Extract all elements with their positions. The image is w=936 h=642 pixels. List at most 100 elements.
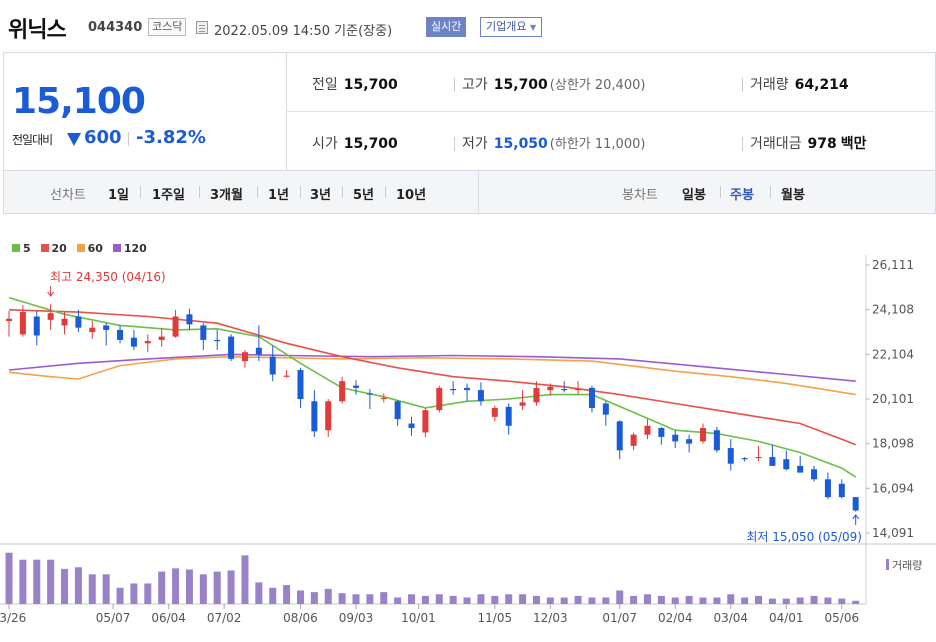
company-overview-label: 기업개요 <box>486 20 527 33</box>
stat-label: 거래대금 <box>750 136 802 152</box>
candle-body <box>297 370 304 400</box>
divider <box>287 111 936 112</box>
tab-5year[interactable]: 5년 <box>353 188 375 203</box>
volume-bar <box>5 552 13 604</box>
candle-body <box>450 388 457 391</box>
stat-label: 거래량 <box>750 77 789 93</box>
company-overview-dropdown[interactable]: 기업개요 ▼ <box>480 17 543 37</box>
volume-bar <box>269 587 277 604</box>
stat-value: 978 <box>807 136 837 152</box>
low-stat: 저가 15,050 (하한가 11,000) <box>462 133 645 153</box>
volume-bar <box>47 559 55 604</box>
tab-10year[interactable]: 10년 <box>396 188 427 203</box>
candle-body <box>464 387 471 391</box>
volume-bar <box>199 574 207 604</box>
legend-item-ma60: 60 <box>76 242 103 255</box>
volume-bar <box>172 568 180 604</box>
divider <box>199 186 200 198</box>
candle-body <box>755 456 762 459</box>
tab-monthly-candle[interactable]: 월봉 <box>781 188 805 203</box>
candle-body <box>75 316 82 328</box>
legend-swatch <box>112 244 121 252</box>
volume-bar <box>838 598 846 604</box>
legend-item-ma5: 5 <box>12 242 31 255</box>
tab-weekly-candle[interactable]: 주봉 <box>730 188 754 203</box>
candle-body <box>255 347 262 355</box>
volume-bar <box>61 568 69 604</box>
divider <box>140 186 141 198</box>
tab-1year[interactable]: 1년 <box>268 188 290 203</box>
candle-body <box>644 425 651 435</box>
tab-1day[interactable]: 1일 <box>108 188 130 203</box>
volume-bar <box>699 597 707 604</box>
volume-bar <box>727 594 735 604</box>
high-arrow-icon <box>47 286 55 297</box>
stock-code: 044340 <box>88 20 143 35</box>
candle-body <box>838 483 845 498</box>
volume-bar <box>380 592 388 604</box>
low-arrow-icon <box>852 514 860 525</box>
legend-label: 120 <box>123 242 147 255</box>
candle-body <box>672 434 679 442</box>
stat-unit: 백만 <box>840 136 867 152</box>
volume-bar <box>421 595 429 604</box>
volume-bar <box>74 567 82 604</box>
candle-body <box>588 387 595 408</box>
x-tick-label: 01/07 <box>602 611 637 625</box>
candle-body <box>228 336 235 359</box>
lower-limit: (하한가 11,000) <box>549 137 646 152</box>
candle-body <box>214 339 221 342</box>
x-tick-label: 05/07 <box>96 611 131 625</box>
volume-bar <box>810 595 818 604</box>
low-annotation: 최저 15,050 (05/09) <box>746 530 862 544</box>
stat-label: 시가 <box>312 136 338 152</box>
volume-bar <box>213 571 221 604</box>
candlestick-chart[interactable]: 26,111 24,108 22,104 20,101 18,098 16,094 14,0… <box>0 232 936 642</box>
candle-body <box>783 459 790 470</box>
divider <box>454 78 455 92</box>
candle-body <box>61 318 68 326</box>
tab-3year[interactable]: 3년 <box>310 188 332 203</box>
legend-item-ma20: 20 <box>40 242 67 255</box>
tab-3month[interactable]: 3개월 <box>210 188 243 203</box>
volume-stat: 거래량 64,214 <box>750 74 849 94</box>
volume-bar <box>130 583 138 604</box>
candle-body <box>658 428 665 437</box>
volume-bar <box>185 569 193 604</box>
y-tick-label: 24,108 <box>872 303 914 317</box>
volume-bar <box>338 593 346 604</box>
x-tick-label: 04/01 <box>769 611 804 625</box>
candle-body <box>602 403 609 415</box>
divider <box>742 78 743 92</box>
volume-bar <box>741 597 749 604</box>
stock-name: 위닉스 <box>8 18 67 43</box>
tab-1week[interactable]: 1주일 <box>152 188 185 203</box>
volume-bar <box>283 585 291 604</box>
candle-body <box>700 428 706 442</box>
candle-body <box>422 410 429 433</box>
volume-bar <box>852 600 860 604</box>
ma20-line <box>8 309 856 446</box>
divider <box>300 186 301 198</box>
stat-value: 15,050 <box>493 136 548 152</box>
candle-body <box>353 385 359 388</box>
candle-body <box>311 401 318 432</box>
x-tick-label: 03/26 <box>0 611 26 625</box>
candle-body <box>547 386 554 391</box>
tab-daily-candle[interactable]: 일봉 <box>682 188 706 203</box>
divider <box>478 171 479 213</box>
chart-legend: 5 20 60 120 <box>12 242 153 255</box>
candle-body <box>325 401 332 431</box>
candle-body <box>797 465 804 473</box>
ma120-line <box>8 353 856 382</box>
volume-bar <box>435 594 443 604</box>
current-price-box: 15,100 전일대비 600 -3.82% <box>4 53 287 170</box>
realtime-button[interactable]: 실시간 <box>426 17 467 37</box>
legend-label: 20 <box>51 242 67 255</box>
x-tick-label: 06/04 <box>151 611 186 625</box>
candle-body <box>186 314 193 325</box>
divider <box>454 137 455 151</box>
volume-bar <box>491 595 499 604</box>
quote-panel: 15,100 전일대비 600 -3.82% 전일 15,700 고가 15,700… <box>3 52 936 170</box>
down-arrow-icon <box>67 133 81 146</box>
